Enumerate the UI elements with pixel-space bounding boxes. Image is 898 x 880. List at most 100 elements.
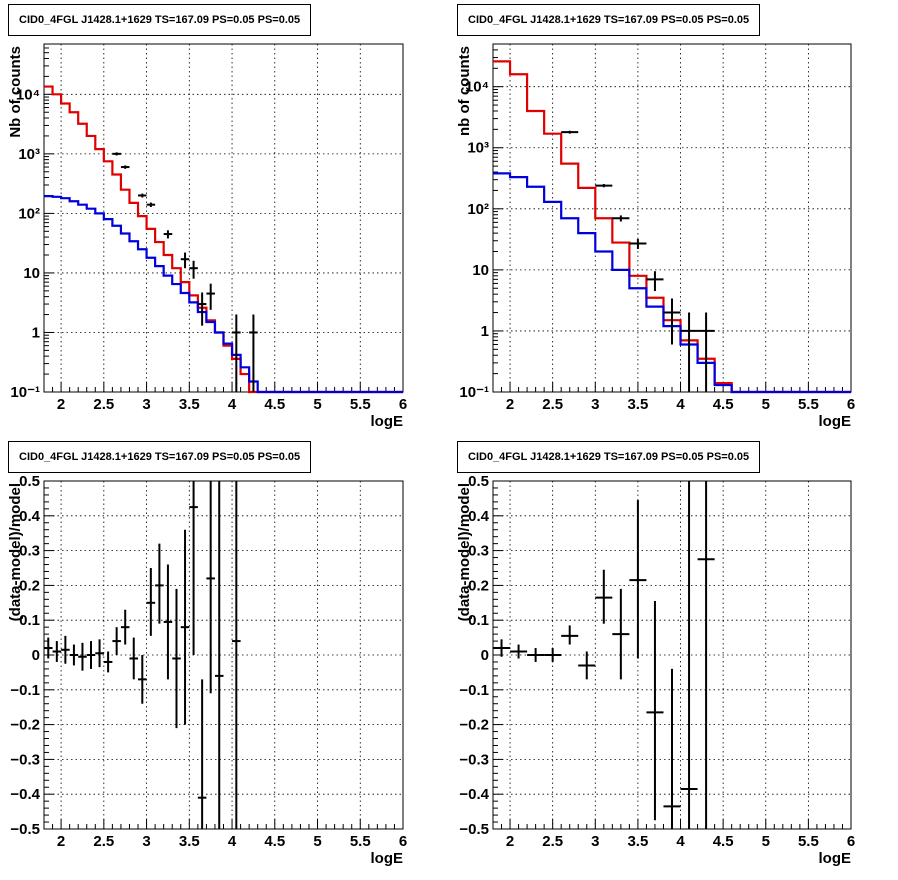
data-points bbox=[44, 481, 241, 829]
y-tick-label: 0.1 bbox=[468, 612, 489, 629]
data-point bbox=[112, 152, 121, 156]
y-tick-label: 0.5 bbox=[19, 473, 40, 490]
y-tick-label: 0.2 bbox=[468, 577, 489, 594]
x-tick-label: 5.5 bbox=[350, 396, 371, 413]
chart-panel-spectrum-right: 2 2.5 3 3.5 4 4.5 5 5.5 6 10⁻¹ 1 10 10² 10³ 10⁴ logE nb … bbox=[449, 0, 898, 437]
plot-frame bbox=[43, 480, 404, 830]
data-point bbox=[629, 239, 647, 249]
y-tick-label: −0.5 bbox=[459, 821, 489, 838]
chart-panel-residual-left: 2 2.5 3 3.5 4 4.5 5 5.5 6 −0.5 −0.4 −0.3 −0.2 −0.1 0 0.… bbox=[0, 437, 449, 875]
data-points bbox=[493, 481, 715, 829]
y-tick-label: 1 bbox=[481, 323, 489, 340]
y-tick-label: −0.2 bbox=[10, 717, 40, 734]
y-tick-label: 10³ bbox=[18, 146, 40, 163]
y-axis-label: (data-model)/model bbox=[7, 483, 24, 621]
chart-panel-residual-right: 2 2.5 3 3.5 4 4.5 5 5.5 6 −0.5 −0.4 −0.3 −0.2 −0.1 0 0.… bbox=[449, 437, 898, 875]
data-point bbox=[527, 648, 545, 662]
y-tick-label: 10² bbox=[18, 205, 40, 222]
x-tick-label: 5.5 bbox=[798, 833, 819, 850]
y-tick-label: 0.4 bbox=[468, 508, 490, 525]
data-point bbox=[95, 639, 104, 668]
data-point bbox=[206, 481, 215, 694]
data-point bbox=[138, 193, 147, 198]
data-point bbox=[197, 679, 207, 829]
y-tick-label: 10⁴ bbox=[465, 79, 489, 96]
chart-panel-spectrum-left: 2 2.5 3 3.5 4 4.5 5 5.5 6 10⁻¹ 1 10 10² 10³ 10⁴ logE Nb … bbox=[0, 0, 449, 437]
data-point bbox=[129, 637, 139, 680]
data-point bbox=[78, 642, 87, 671]
data-point bbox=[595, 183, 613, 188]
y-tick-label: 10 bbox=[23, 265, 40, 282]
data-point bbox=[697, 481, 715, 829]
x-tick-label: 4.5 bbox=[264, 396, 285, 413]
y-tick-label: 0.3 bbox=[19, 543, 40, 560]
plot-frame bbox=[43, 43, 404, 393]
x-tick-label: 2 bbox=[57, 833, 65, 850]
data-point bbox=[544, 648, 562, 662]
data-points bbox=[561, 130, 715, 392]
x-tick-label: 5.5 bbox=[798, 396, 819, 413]
chart-title: CID0_4FGL J1428.1+1629 TS=167.09 PS=0.05… bbox=[8, 4, 312, 36]
x-tick-label: 3 bbox=[142, 396, 150, 413]
chart-spectrum-left: 2 2.5 3 3.5 4 4.5 5 5.5 6 10⁻¹ 1 10 10² 10³ 10⁴ logE Nb … bbox=[7, 43, 407, 430]
x-tick-label: 4.5 bbox=[713, 833, 734, 850]
x-tick-label: 4 bbox=[676, 833, 685, 850]
plot-frame bbox=[492, 43, 852, 393]
x-tick-label: 5 bbox=[762, 396, 770, 413]
y-tick-label: 10⁻¹ bbox=[10, 384, 40, 401]
data-point bbox=[663, 668, 681, 829]
data-point bbox=[197, 292, 207, 326]
y-tick-label: −0.1 bbox=[459, 682, 489, 699]
series-model-line bbox=[44, 85, 403, 394]
x-axis-label: logE bbox=[819, 850, 852, 867]
x-tick-label: 3 bbox=[591, 396, 599, 413]
data-point bbox=[595, 569, 613, 624]
y-tick-label: 0 bbox=[481, 647, 489, 664]
y-axis-label: nb of counts bbox=[456, 46, 473, 136]
data-point bbox=[189, 481, 198, 655]
data-point bbox=[697, 312, 715, 392]
data-point bbox=[561, 130, 579, 134]
data-point bbox=[146, 202, 156, 208]
x-tick-label: 6 bbox=[399, 396, 407, 413]
x-axis-label: logE bbox=[371, 413, 404, 430]
y-tick-label: −0.3 bbox=[10, 751, 40, 768]
data-point bbox=[112, 627, 121, 655]
data-point bbox=[61, 635, 70, 664]
x-tick-label: 4 bbox=[228, 396, 237, 413]
data-point bbox=[578, 651, 596, 680]
chart-title: CID0_4FGL J1428.1+1629 TS=167.09 PS=0.05… bbox=[457, 4, 761, 36]
axis-ticks bbox=[43, 480, 404, 830]
data-point bbox=[232, 481, 241, 829]
data-point bbox=[510, 644, 528, 659]
data-point bbox=[214, 481, 224, 829]
y-tick-label: −0.2 bbox=[459, 717, 489, 734]
y-tick-label: 0.1 bbox=[19, 612, 40, 629]
series-background-line bbox=[44, 195, 403, 394]
data-point bbox=[561, 625, 579, 645]
y-tick-label: 10⁴ bbox=[16, 86, 40, 103]
series-background-line bbox=[493, 172, 851, 394]
data-point bbox=[138, 655, 147, 704]
data-point bbox=[249, 314, 258, 392]
x-tick-label: 4.5 bbox=[713, 396, 734, 413]
data-point bbox=[146, 568, 156, 636]
y-axis-label: Nb of counts bbox=[7, 46, 24, 138]
chart-title: CID0_4FGL J1428.1+1629 TS=167.09 PS=0.05… bbox=[457, 441, 761, 473]
x-tick-label: 2.5 bbox=[542, 396, 563, 413]
x-tick-label: 6 bbox=[399, 833, 407, 850]
y-tick-label: 10 bbox=[472, 262, 489, 279]
data-point bbox=[155, 543, 164, 624]
y-tick-label: 0.2 bbox=[19, 577, 40, 594]
x-tick-label: 5 bbox=[313, 833, 321, 850]
data-point bbox=[206, 283, 215, 310]
data-point bbox=[69, 644, 79, 666]
x-axis-label: logE bbox=[371, 850, 404, 867]
data-point bbox=[189, 260, 198, 279]
x-tick-label: 2 bbox=[506, 833, 514, 850]
axis-ticks bbox=[492, 43, 852, 393]
grid-lines bbox=[44, 480, 404, 830]
data-point bbox=[680, 312, 698, 392]
x-tick-label: 2 bbox=[506, 396, 514, 413]
data-point bbox=[680, 481, 698, 829]
